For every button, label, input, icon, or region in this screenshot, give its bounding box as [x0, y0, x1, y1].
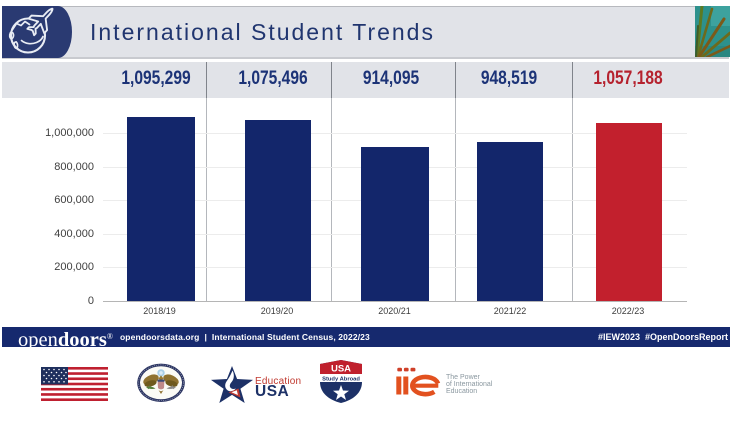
svg-text:Study Abroad: Study Abroad [322, 377, 360, 383]
svg-text:USA: USA [331, 364, 351, 375]
